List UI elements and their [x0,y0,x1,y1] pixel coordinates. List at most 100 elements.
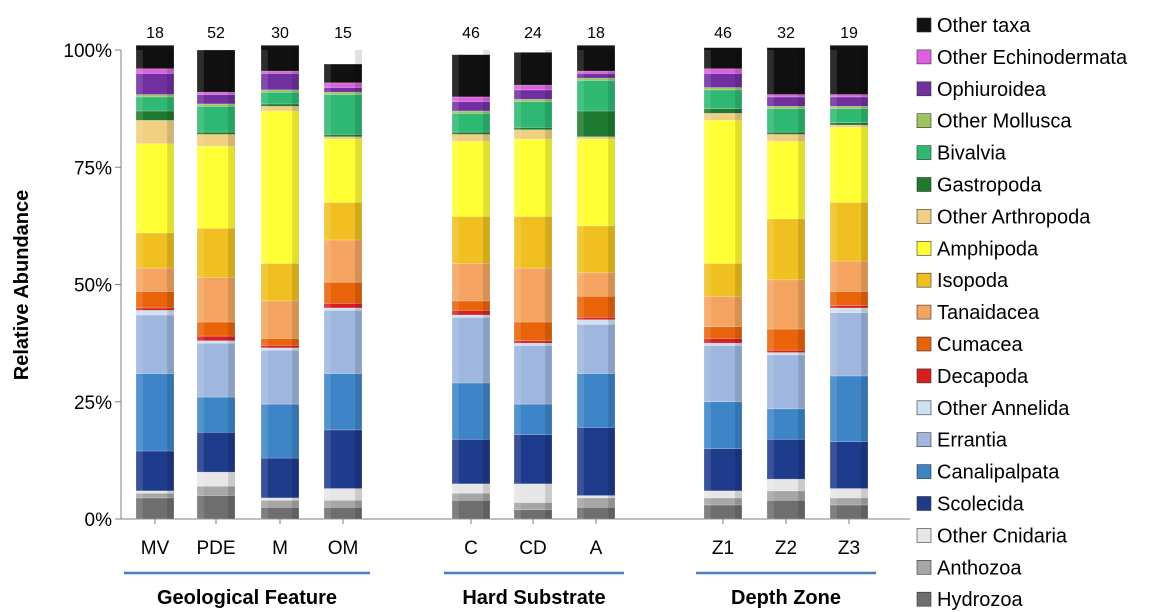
bar-segment-other-cnidaria [829,488,869,499]
y-tick-label: 75% [74,158,112,179]
bar-segment-scolecida [196,431,236,473]
bar-segment-errantia [196,342,236,398]
legend-swatch [916,496,932,511]
legend-swatch [916,209,932,224]
legend-label: Other Arthropoda [937,206,1091,228]
bar-segment-canalipalpata [196,396,236,433]
bar-segment-isopoda [260,263,300,302]
legend-label: Gastropoda [937,175,1042,197]
count-label: 19 [840,25,858,42]
bar-segment-other-taxa [323,63,363,84]
bar-segment-isopoda [513,216,553,269]
count-label: 18 [146,25,164,42]
bar-segment-canalipalpata [576,373,616,428]
bar-segment-errantia [703,345,743,403]
legend-label: Ophiuroidea [937,79,1047,101]
bar-segment-other-taxa [451,54,491,98]
bar-segment-amphipoda [323,138,363,203]
bar-segment-canalipalpata [829,375,869,442]
bar-segment-amphipoda [829,127,869,203]
bar-segment-cumacea [829,291,869,306]
count-label: 46 [462,25,480,42]
bar-highlight [136,50,143,519]
bar-segment-bivalvia [513,101,553,128]
bar-shadow [798,50,805,519]
bar-highlight [197,50,204,519]
legend-swatch [916,241,932,256]
x-tick-label: CD [519,538,546,559]
bar-shadow [228,50,235,519]
bar-segment-isopoda [451,216,491,264]
bar-segment-amphipoda [451,141,491,217]
count-label: 24 [524,25,542,42]
x-tick-label: M [272,538,288,559]
bar-highlight [704,50,711,519]
x-tick-label: Z3 [838,538,860,559]
count-label: 32 [777,25,795,42]
bar-highlight [261,50,268,519]
legend-label: Other Echinodermata [937,47,1128,69]
bar-segment-canalipalpata [766,408,806,440]
legend-swatch [916,113,932,128]
bar-shadow [355,50,362,519]
bar-highlight [452,50,459,519]
bar-shadow [483,50,490,519]
bar-shadow [735,50,742,519]
bar-segment-isopoda [196,227,236,278]
x-tick-label: OM [328,538,359,559]
legend-label: Scolecida [937,494,1025,516]
bar-shadow [861,50,868,519]
bar-segment-isopoda [323,202,363,241]
legend-swatch [916,591,932,607]
x-tick-label: Z2 [775,538,797,559]
bar-segment-scolecida [451,438,491,485]
legend: Other taxa Other Echinodermata Ophiuroidea… [916,15,1128,611]
legend-swatch [916,400,932,416]
bar-segment-other-echinodermata [703,68,743,74]
bar-segment-other-cnidaria [766,478,806,492]
legend-label: Hydrozoa [937,589,1023,611]
bar-segment-other-taxa [513,52,553,86]
bar-segment-scolecida [829,441,869,489]
legend-label: Anthozoa [937,557,1022,579]
bar-segment-tanaidacea [766,279,806,330]
bar-segment-isopoda [766,218,806,281]
legend-swatch [916,272,932,288]
legend-label: Tanaidacea [937,302,1040,324]
bar-shadow [608,50,615,519]
bar-segment-other-mollusca [513,98,553,102]
bar-segment-errantia [829,312,869,377]
bar-segment-scolecida [323,429,363,489]
plot-area: 0% 25% 50% 75% 100% 18 MV 52 PDE 30 M 15 OM 46 C 24 CD 18… [63,25,910,609]
bar-segment-other-taxa [196,49,236,93]
bar-segment-tanaidacea [323,239,363,283]
legend-swatch [916,145,932,160]
bar-segment-canalipalpata [323,373,363,431]
bar-segment-canalipalpata [703,401,743,449]
legend-label: Amphipoda [937,238,1039,260]
count-label: 46 [714,25,732,42]
bar-segment-tanaidacea [260,300,300,339]
bar-segment-canalipalpata [513,403,553,435]
bar-segment-amphipoda [260,110,300,264]
bar-segment-other-echinodermata [451,96,491,102]
bar-segment-amphipoda [576,138,616,227]
legend-label: Cumacea [937,334,1023,356]
bar-segment-other-taxa [766,47,806,95]
legend-swatch [916,304,932,320]
bar-segment-canalipalpata [260,403,300,459]
bar-segment-isopoda [576,225,616,274]
y-tick-label: 25% [74,393,112,414]
legend-swatch [916,464,932,479]
legend-label: Canalipalpata [937,462,1060,484]
bar-segment-amphipoda [703,120,743,264]
bar-segment-gastropoda [576,110,616,138]
bar-segment-scolecida [135,450,175,492]
y-axis-title: Relative Abundance [11,190,33,380]
bar-highlight [767,50,774,519]
legend-label: Other taxa [937,15,1031,37]
count-label: 15 [334,25,352,42]
legend-swatch [916,368,932,384]
bar-highlight [514,50,521,519]
